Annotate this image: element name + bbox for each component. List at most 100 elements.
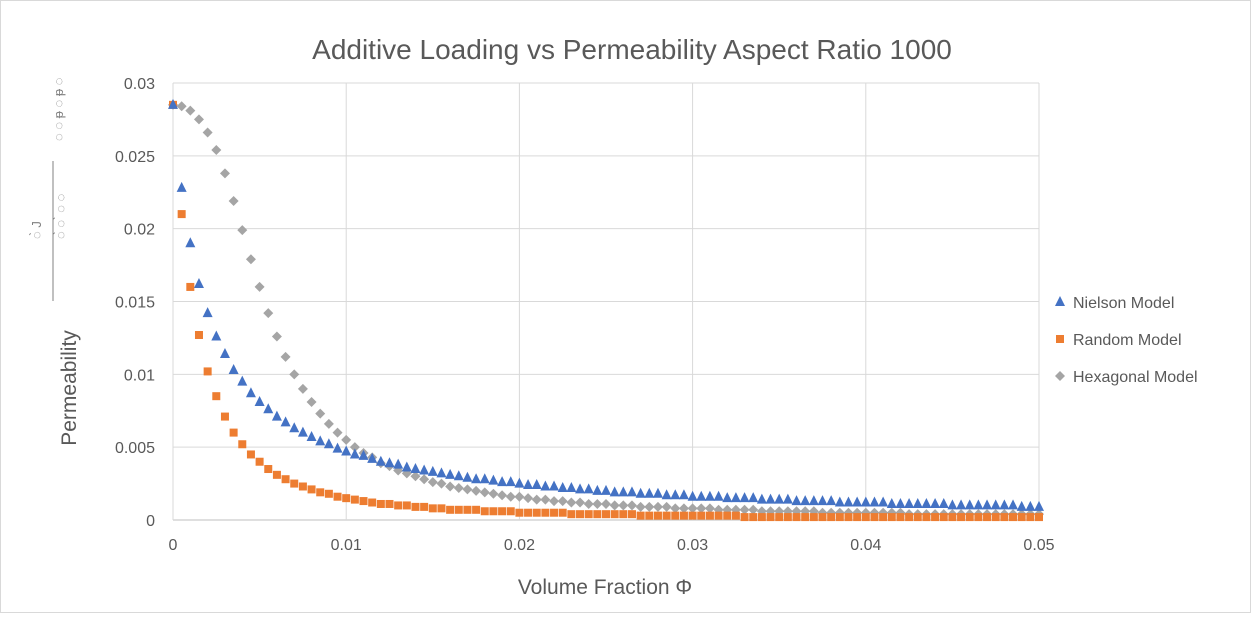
data-point bbox=[290, 479, 299, 488]
data-point bbox=[271, 331, 282, 342]
data-point bbox=[792, 513, 801, 522]
data-point bbox=[983, 513, 992, 522]
data-point bbox=[549, 496, 560, 507]
data-point bbox=[505, 491, 516, 502]
data-point bbox=[739, 492, 750, 503]
data-point bbox=[349, 442, 360, 453]
data-point bbox=[834, 496, 845, 507]
x-tick-label: 0.04 bbox=[850, 537, 881, 554]
data-point bbox=[297, 426, 308, 437]
series-nielson-model bbox=[168, 98, 1044, 511]
data-point bbox=[453, 482, 464, 493]
data-point bbox=[704, 490, 715, 501]
data-point bbox=[185, 105, 196, 116]
data-point bbox=[524, 508, 533, 517]
data-point bbox=[488, 474, 499, 485]
data-point bbox=[947, 499, 958, 510]
garbled-equation-glyphs: ◌̀ J ◌̀ ◌ ̀ ◌ ◌ ◌ ◌ ᵽ ◌ ᵽ ◌ bbox=[29, 78, 68, 301]
data-point bbox=[341, 445, 352, 456]
legend: Nielson Model Random Model Hexagonal Model bbox=[1055, 295, 1198, 386]
data-point bbox=[203, 367, 212, 376]
data-point bbox=[238, 440, 247, 449]
data-point bbox=[696, 503, 707, 514]
data-point bbox=[479, 473, 490, 484]
y-tick-label: 0.03 bbox=[124, 76, 155, 93]
data-point bbox=[532, 508, 541, 517]
data-point bbox=[783, 513, 792, 522]
data-point bbox=[557, 496, 568, 507]
data-point bbox=[566, 497, 577, 508]
data-point bbox=[835, 513, 844, 522]
data-point bbox=[316, 488, 325, 497]
data-point bbox=[1016, 500, 1027, 511]
data-point bbox=[860, 496, 871, 507]
data-point bbox=[609, 500, 620, 511]
data-point bbox=[479, 487, 490, 498]
data-point bbox=[991, 513, 1000, 522]
data-point bbox=[817, 495, 828, 506]
data-point bbox=[368, 498, 377, 507]
data-point bbox=[791, 495, 802, 506]
data-point bbox=[714, 511, 723, 520]
data-point bbox=[427, 477, 438, 488]
data-point bbox=[419, 464, 430, 475]
data-point bbox=[323, 418, 334, 429]
data-point bbox=[498, 507, 507, 516]
data-point bbox=[896, 513, 905, 522]
data-point bbox=[271, 410, 282, 421]
data-point bbox=[653, 511, 662, 520]
data-point bbox=[394, 501, 403, 510]
chart-title: Additive Loading vs Permeability Aspect … bbox=[312, 34, 952, 65]
data-point bbox=[281, 475, 290, 484]
data-point bbox=[289, 422, 300, 433]
data-point bbox=[879, 513, 888, 522]
data-point bbox=[454, 505, 463, 514]
data-point bbox=[948, 513, 957, 522]
data-point bbox=[730, 492, 741, 503]
data-point bbox=[627, 510, 636, 519]
data-point bbox=[211, 145, 222, 156]
data-point bbox=[687, 490, 698, 501]
data-point bbox=[688, 511, 697, 520]
data-point bbox=[678, 503, 689, 514]
data-point bbox=[229, 428, 238, 437]
legend-marker bbox=[1055, 371, 1065, 381]
data-point bbox=[999, 499, 1010, 510]
data-point bbox=[671, 511, 680, 520]
y-tick-label: 0.015 bbox=[115, 295, 155, 312]
data-point bbox=[228, 195, 239, 206]
data-point bbox=[419, 474, 430, 485]
data-point bbox=[428, 504, 437, 513]
data-point bbox=[645, 511, 654, 520]
data-point bbox=[359, 497, 368, 506]
x-tick-label: 0.05 bbox=[1023, 537, 1054, 554]
data-point bbox=[697, 511, 706, 520]
data-point bbox=[748, 492, 759, 503]
legend-label: Nielson Model bbox=[1073, 295, 1174, 312]
data-point bbox=[471, 473, 482, 484]
data-point bbox=[801, 513, 810, 522]
data-point bbox=[245, 254, 256, 265]
data-series bbox=[168, 98, 1044, 522]
data-point bbox=[956, 499, 967, 510]
data-point bbox=[704, 503, 715, 514]
data-point bbox=[1017, 513, 1026, 522]
data-point bbox=[618, 486, 629, 497]
data-point bbox=[471, 485, 482, 496]
data-point bbox=[462, 484, 473, 495]
data-point bbox=[237, 225, 248, 236]
y-tick-label: 0 bbox=[146, 513, 155, 530]
data-point bbox=[592, 498, 603, 509]
data-point bbox=[904, 497, 915, 508]
data-point bbox=[775, 513, 784, 522]
data-point bbox=[550, 508, 559, 517]
data-point bbox=[626, 500, 637, 511]
y-axis-title: Permeability bbox=[58, 330, 81, 446]
y-tick-label: 0.02 bbox=[124, 222, 155, 239]
data-point bbox=[514, 491, 525, 502]
data-point bbox=[315, 408, 326, 419]
data-point bbox=[593, 510, 602, 519]
data-point bbox=[202, 127, 213, 138]
legend-item: Nielson Model bbox=[1055, 295, 1174, 312]
